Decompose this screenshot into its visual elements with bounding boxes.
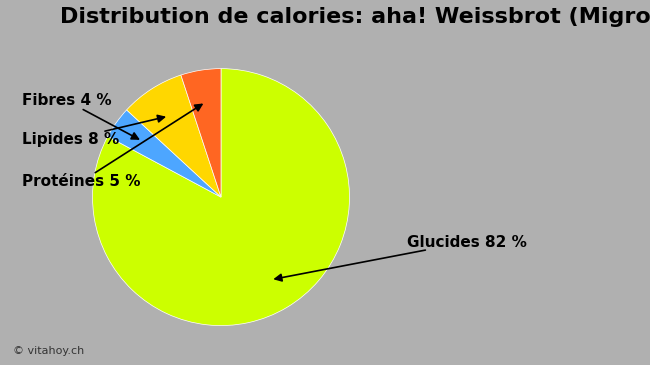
- Text: Fibres 4 %: Fibres 4 %: [22, 93, 138, 139]
- Text: © vitahoy.ch: © vitahoy.ch: [13, 346, 84, 356]
- Wedge shape: [127, 75, 221, 197]
- Text: Distribution de calories: aha! Weissbrot (Migros): Distribution de calories: aha! Weissbrot…: [60, 7, 650, 27]
- Text: Lipides 8 %: Lipides 8 %: [22, 115, 164, 147]
- Wedge shape: [108, 110, 221, 197]
- Wedge shape: [181, 69, 221, 197]
- Text: Protéines 5 %: Protéines 5 %: [22, 104, 202, 189]
- Wedge shape: [92, 69, 350, 326]
- Text: Glucides 82 %: Glucides 82 %: [275, 235, 527, 281]
